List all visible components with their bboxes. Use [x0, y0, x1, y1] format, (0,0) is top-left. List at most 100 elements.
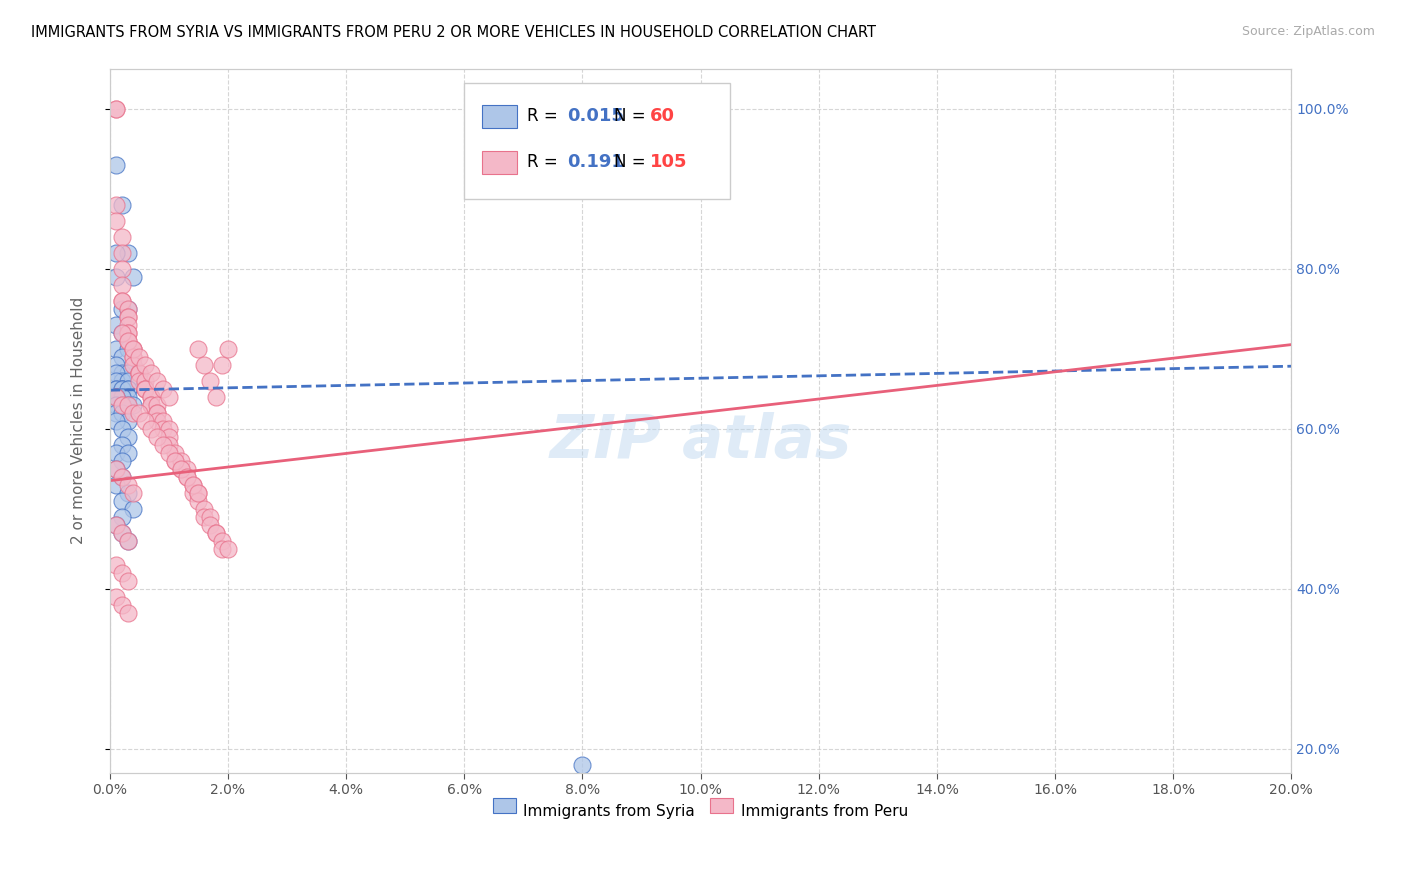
Point [146, 374, 169, 388]
Point [117, 429, 139, 443]
Point [571, 757, 593, 772]
Point [134, 382, 156, 396]
Point [117, 342, 139, 356]
Point [128, 350, 150, 364]
Text: 105: 105 [650, 153, 688, 171]
FancyBboxPatch shape [482, 105, 517, 128]
Point [128, 366, 150, 380]
FancyBboxPatch shape [482, 151, 517, 174]
Point [141, 366, 163, 380]
Point [128, 366, 150, 380]
Point [104, 366, 127, 380]
Point [200, 509, 222, 524]
Point [111, 293, 134, 308]
Point [111, 566, 134, 580]
Point [176, 469, 198, 483]
Point [111, 437, 134, 451]
Point [146, 406, 169, 420]
Point [117, 414, 139, 428]
Point [104, 213, 127, 227]
Point [104, 102, 127, 116]
Point [111, 390, 134, 404]
Point [111, 398, 134, 412]
Point [104, 318, 127, 332]
Point [111, 261, 134, 276]
Point [146, 429, 169, 443]
Point [104, 269, 127, 284]
Point [111, 525, 134, 540]
Point [181, 477, 204, 491]
Point [134, 358, 156, 372]
Point [157, 390, 180, 404]
Point [111, 406, 134, 420]
Point [170, 461, 193, 475]
Point [111, 453, 134, 467]
Point [104, 374, 127, 388]
Point [104, 390, 127, 404]
Point [157, 445, 180, 459]
Point [111, 229, 134, 244]
Point [117, 301, 139, 316]
Point [181, 477, 204, 491]
Point [193, 501, 215, 516]
Text: Source: ZipAtlas.com: Source: ZipAtlas.com [1241, 25, 1375, 38]
Point [111, 197, 134, 211]
Point [122, 269, 145, 284]
Text: 60: 60 [650, 107, 675, 126]
Point [111, 326, 134, 340]
Point [157, 429, 180, 443]
Point [104, 461, 127, 475]
Point [111, 277, 134, 292]
Point [152, 382, 174, 396]
Text: R =: R = [527, 153, 562, 171]
Point [122, 398, 145, 412]
Point [211, 358, 233, 372]
Point [117, 366, 139, 380]
Point [141, 422, 163, 436]
Point [157, 422, 180, 436]
Point [111, 509, 134, 524]
Point [205, 525, 228, 540]
Point [117, 334, 139, 348]
Point [152, 437, 174, 451]
Legend: Immigrants from Syria, Immigrants from Peru: Immigrants from Syria, Immigrants from P… [486, 797, 914, 825]
Point [117, 606, 139, 620]
Text: N =: N = [614, 107, 651, 126]
Text: N =: N = [614, 153, 651, 171]
Point [117, 398, 139, 412]
Text: 0.015: 0.015 [567, 107, 624, 126]
Point [128, 406, 150, 420]
Point [104, 390, 127, 404]
Point [211, 541, 233, 556]
Point [163, 445, 186, 459]
Point [146, 398, 169, 412]
Point [111, 293, 134, 308]
Text: R =: R = [527, 107, 562, 126]
Point [111, 382, 134, 396]
Point [217, 541, 239, 556]
Point [122, 406, 145, 420]
Point [104, 382, 127, 396]
Point [117, 374, 139, 388]
Point [117, 390, 139, 404]
Point [134, 414, 156, 428]
Point [200, 517, 222, 532]
Point [104, 358, 127, 372]
Point [117, 533, 139, 548]
Point [205, 525, 228, 540]
Point [104, 197, 127, 211]
Point [187, 485, 209, 500]
Point [141, 398, 163, 412]
Point [134, 382, 156, 396]
Point [181, 485, 204, 500]
Point [122, 342, 145, 356]
Point [111, 382, 134, 396]
Point [157, 437, 180, 451]
Point [187, 493, 209, 508]
Point [104, 342, 127, 356]
Point [117, 326, 139, 340]
Point [117, 310, 139, 324]
Point [122, 501, 145, 516]
Point [104, 414, 127, 428]
Point [104, 461, 127, 475]
